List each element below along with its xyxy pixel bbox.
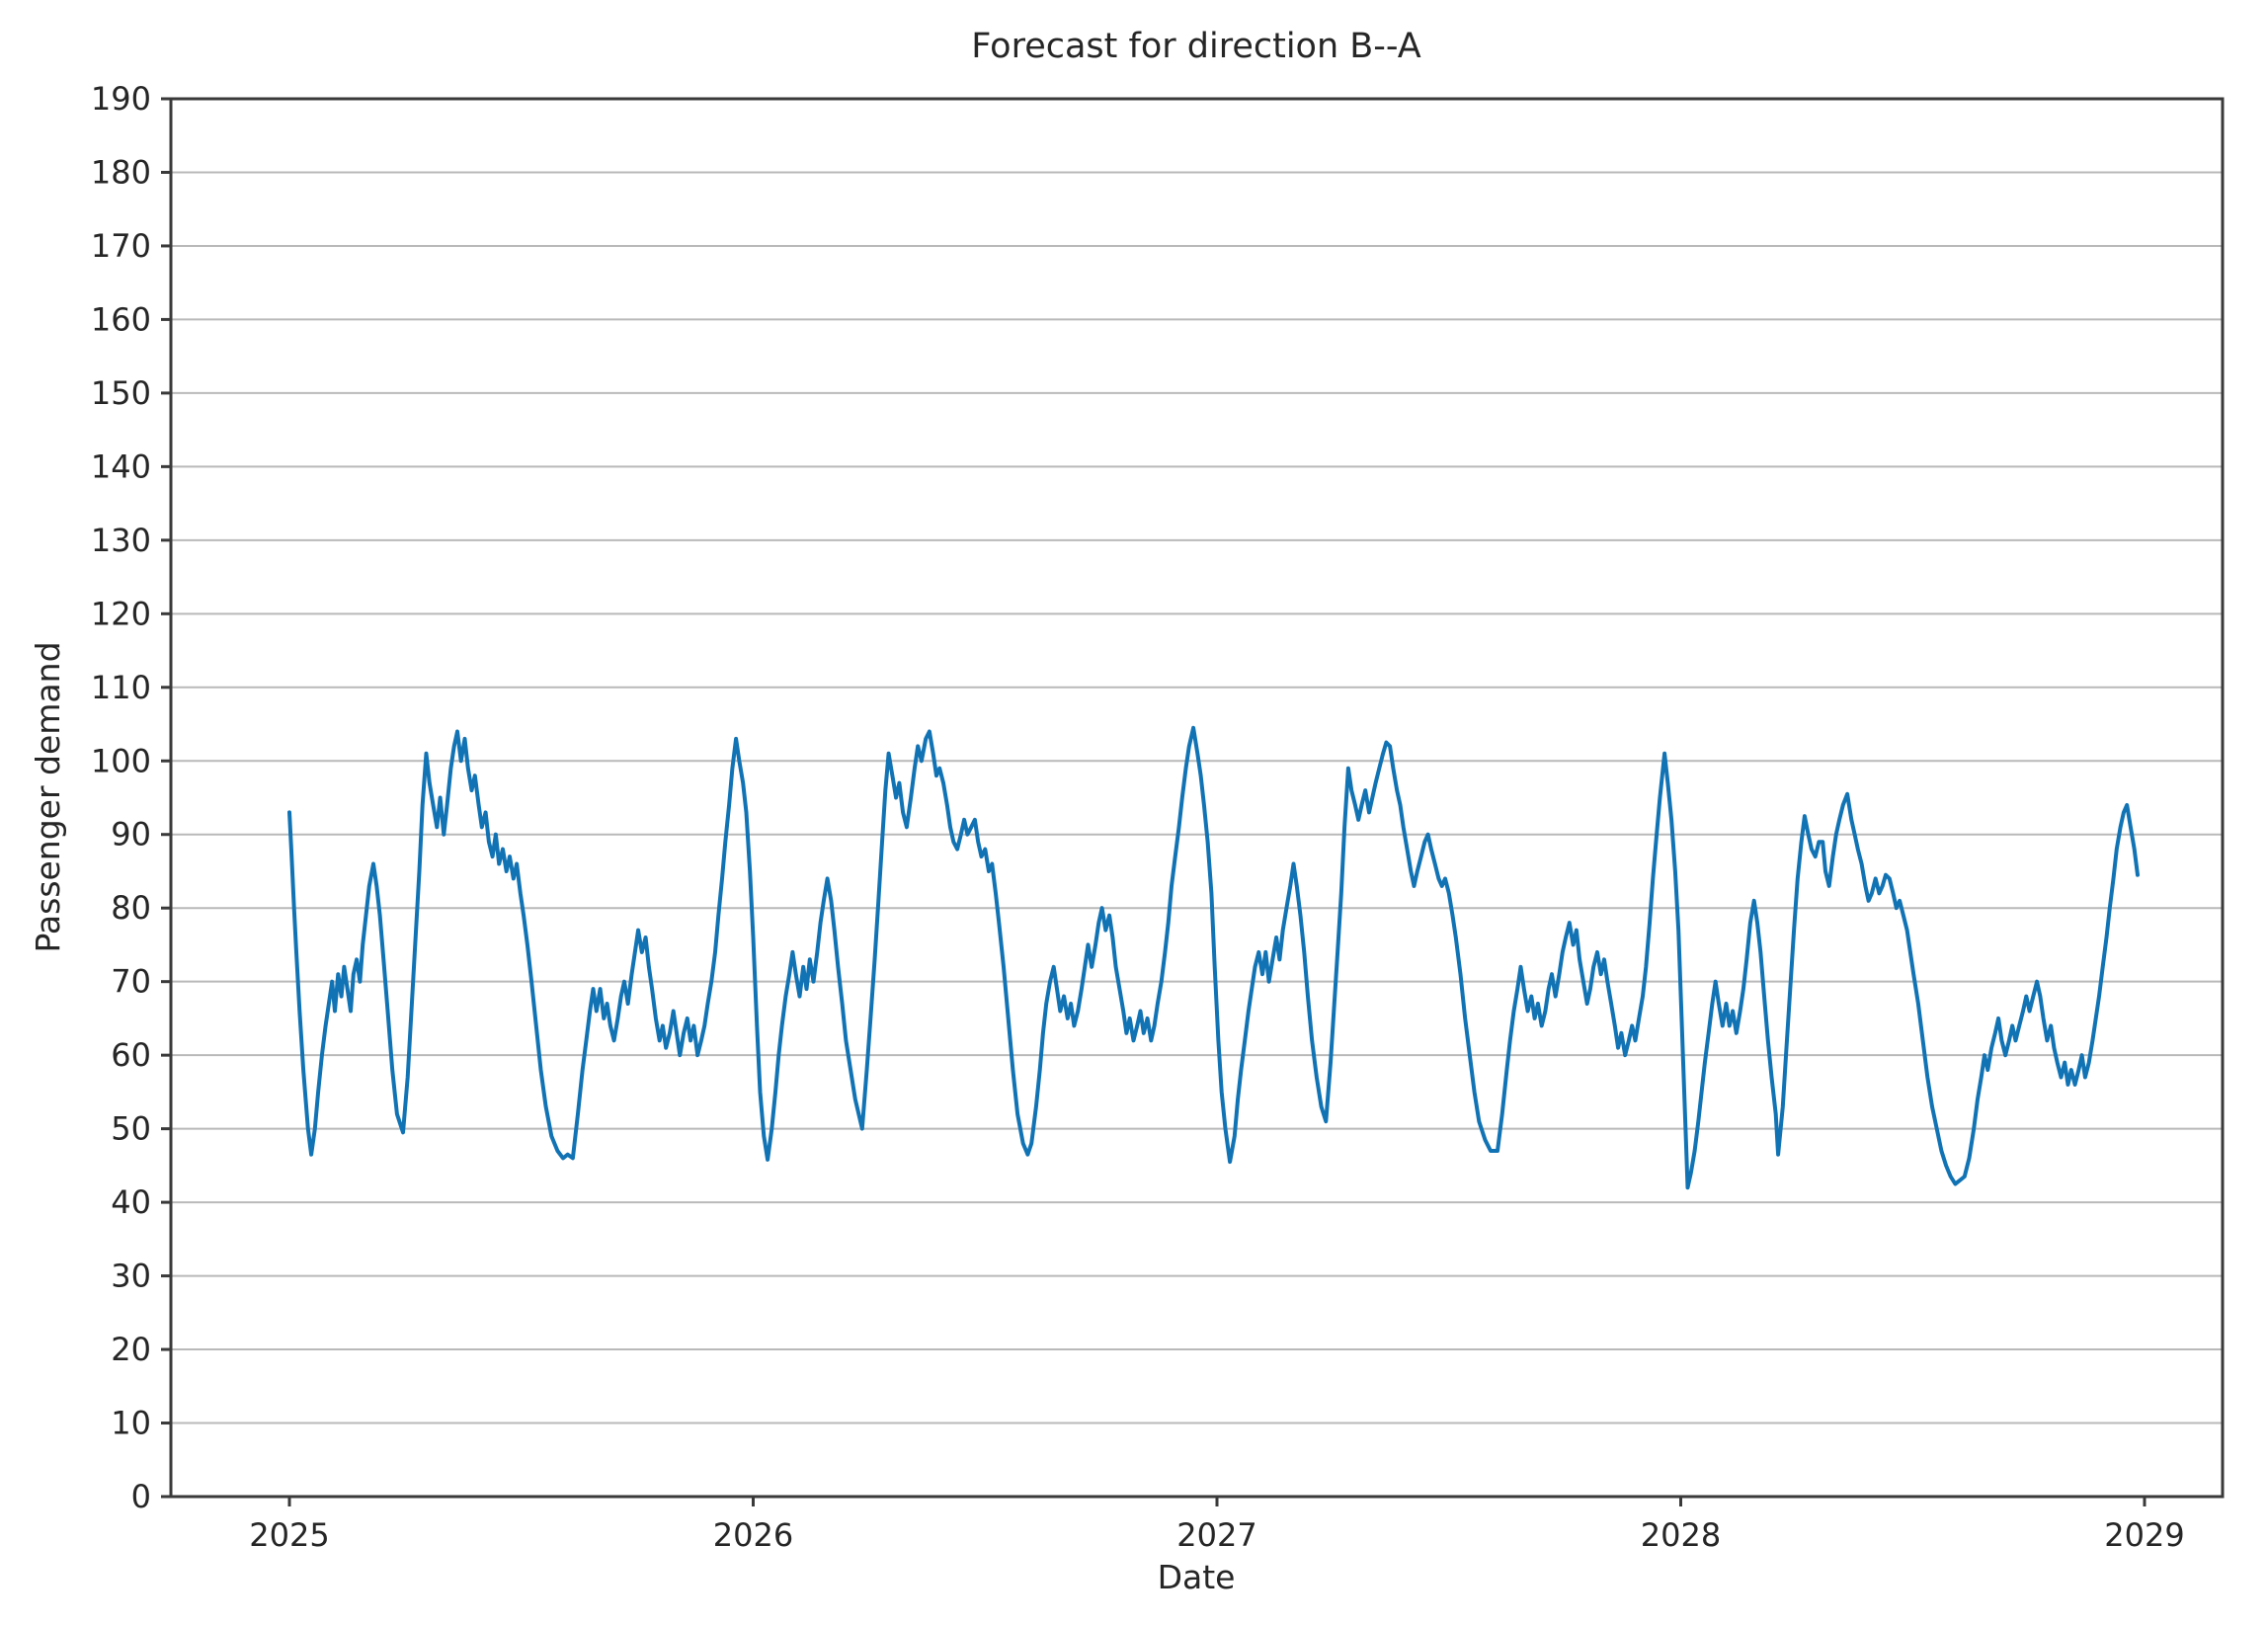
svg-text:160: 160 (91, 300, 151, 338)
svg-text:60: 60 (111, 1036, 151, 1074)
svg-text:0: 0 (131, 1478, 151, 1515)
x-axis-ticks (287, 1497, 2146, 1506)
svg-text:180: 180 (91, 153, 151, 191)
svg-text:100: 100 (91, 742, 151, 779)
svg-text:2029: 2029 (2104, 1516, 2184, 1554)
svg-text:50: 50 (111, 1110, 151, 1148)
svg-text:30: 30 (111, 1258, 151, 1295)
svg-text:130: 130 (91, 522, 151, 559)
svg-text:20: 20 (111, 1331, 151, 1368)
svg-text:80: 80 (111, 889, 151, 927)
x-axis-tick-labels: 2025 2026 2027 2028 2029 (249, 1516, 2184, 1554)
svg-text:120: 120 (91, 595, 151, 632)
svg-text:190: 190 (91, 80, 151, 118)
svg-text:40: 40 (111, 1183, 151, 1221)
y-axis-ticks (161, 97, 171, 1499)
svg-text:10: 10 (111, 1405, 151, 1442)
x-axis-label: Date (1158, 1558, 1236, 1596)
svg-text:2025: 2025 (249, 1516, 329, 1554)
svg-text:140: 140 (91, 447, 151, 485)
y-gridlines (171, 171, 2223, 1424)
svg-text:70: 70 (111, 963, 151, 1001)
y-axis-label: Passenger demand (29, 641, 67, 952)
chart-title: Forecast for direction B--A (971, 27, 1420, 66)
y-axis-tick-labels: 0 10 20 30 40 50 60 70 80 90 100 110 120 130 140 150 160… (91, 80, 151, 1515)
svg-text:170: 170 (91, 227, 151, 265)
svg-text:90: 90 (111, 816, 151, 854)
svg-text:2026: 2026 (713, 1516, 793, 1554)
svg-text:110: 110 (91, 669, 151, 706)
svg-text:150: 150 (91, 374, 151, 412)
series-line (287, 725, 2140, 1190)
svg-text:2028: 2028 (1641, 1516, 1721, 1554)
svg-text:2027: 2027 (1176, 1516, 1256, 1554)
plot-frame (169, 97, 2225, 1499)
